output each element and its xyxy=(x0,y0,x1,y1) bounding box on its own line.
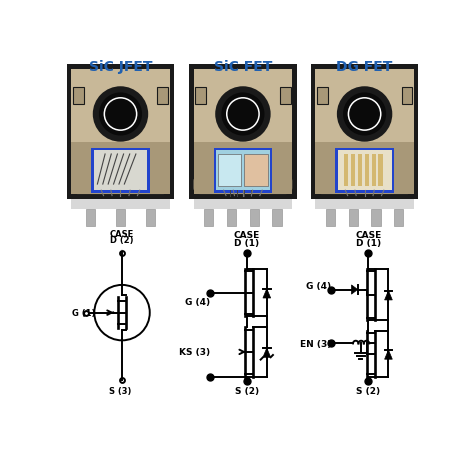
Bar xyxy=(93,151,147,191)
Bar xyxy=(280,88,291,105)
Text: G (4): G (4) xyxy=(185,297,210,306)
FancyBboxPatch shape xyxy=(194,69,292,194)
Bar xyxy=(216,151,270,191)
Text: D (1): D (1) xyxy=(356,238,381,248)
Circle shape xyxy=(93,87,148,143)
Text: CASE: CASE xyxy=(356,231,382,240)
Bar xyxy=(157,88,168,105)
FancyBboxPatch shape xyxy=(189,65,297,199)
Text: KS (3): KS (3) xyxy=(179,347,210,356)
Polygon shape xyxy=(384,350,392,359)
Circle shape xyxy=(337,87,392,143)
Bar xyxy=(194,143,292,194)
Bar xyxy=(195,88,206,105)
Polygon shape xyxy=(263,289,271,298)
Bar xyxy=(378,155,383,187)
Polygon shape xyxy=(352,285,358,294)
FancyBboxPatch shape xyxy=(310,65,419,199)
Bar xyxy=(245,155,267,187)
Bar xyxy=(348,210,358,227)
Circle shape xyxy=(215,87,271,143)
Bar xyxy=(195,88,206,105)
Text: DG FET: DG FET xyxy=(337,59,393,73)
Bar xyxy=(315,143,414,194)
Bar xyxy=(91,149,150,193)
Text: D (2): D (2) xyxy=(110,236,134,244)
Circle shape xyxy=(105,100,136,130)
Bar xyxy=(401,88,412,105)
Bar xyxy=(280,88,291,105)
FancyBboxPatch shape xyxy=(315,175,414,194)
Circle shape xyxy=(103,98,137,131)
Bar xyxy=(204,210,213,227)
Bar xyxy=(86,210,95,227)
Bar xyxy=(344,155,348,187)
Bar xyxy=(116,210,125,227)
Circle shape xyxy=(221,93,264,136)
FancyBboxPatch shape xyxy=(71,175,170,194)
Bar xyxy=(317,88,328,105)
Bar xyxy=(214,149,272,193)
Text: S (3): S (3) xyxy=(109,386,131,395)
Bar xyxy=(273,210,282,227)
Bar xyxy=(401,88,412,105)
Bar xyxy=(250,210,259,227)
Bar xyxy=(93,151,147,191)
FancyBboxPatch shape xyxy=(315,69,414,194)
Circle shape xyxy=(99,93,142,136)
FancyBboxPatch shape xyxy=(194,175,292,194)
Text: CASE: CASE xyxy=(234,231,260,240)
Bar xyxy=(315,199,414,210)
Circle shape xyxy=(343,93,386,136)
Bar xyxy=(194,199,292,210)
Bar xyxy=(146,210,155,227)
Text: D (1): D (1) xyxy=(234,238,259,248)
Bar xyxy=(326,210,335,227)
Bar xyxy=(358,155,362,187)
Bar xyxy=(335,149,394,193)
Circle shape xyxy=(347,98,382,131)
Bar xyxy=(216,151,270,191)
Bar xyxy=(71,199,170,210)
Bar xyxy=(317,88,328,105)
Bar xyxy=(372,155,376,187)
Bar xyxy=(219,155,241,187)
Text: G (4): G (4) xyxy=(306,282,331,291)
Text: SiC JFET: SiC JFET xyxy=(89,59,152,73)
FancyBboxPatch shape xyxy=(71,69,170,194)
Text: S (2): S (2) xyxy=(356,386,381,395)
Text: G (1): G (1) xyxy=(72,308,95,318)
Circle shape xyxy=(228,100,258,130)
Text: CASE: CASE xyxy=(110,230,134,238)
FancyBboxPatch shape xyxy=(66,65,174,199)
Bar xyxy=(394,210,403,227)
Bar xyxy=(337,151,392,191)
Bar xyxy=(157,88,168,105)
Bar xyxy=(227,210,236,227)
Bar xyxy=(73,88,83,105)
Bar xyxy=(337,151,392,191)
Text: S (2): S (2) xyxy=(235,386,259,395)
Bar xyxy=(71,143,170,194)
Bar xyxy=(351,155,356,187)
Polygon shape xyxy=(384,291,392,300)
Text: SiC FET: SiC FET xyxy=(214,59,272,73)
Polygon shape xyxy=(263,348,271,357)
Bar xyxy=(73,88,83,105)
Bar xyxy=(365,155,369,187)
Circle shape xyxy=(349,100,380,130)
Bar xyxy=(371,210,381,227)
Text: EN (3): EN (3) xyxy=(300,339,331,348)
Circle shape xyxy=(226,98,260,131)
